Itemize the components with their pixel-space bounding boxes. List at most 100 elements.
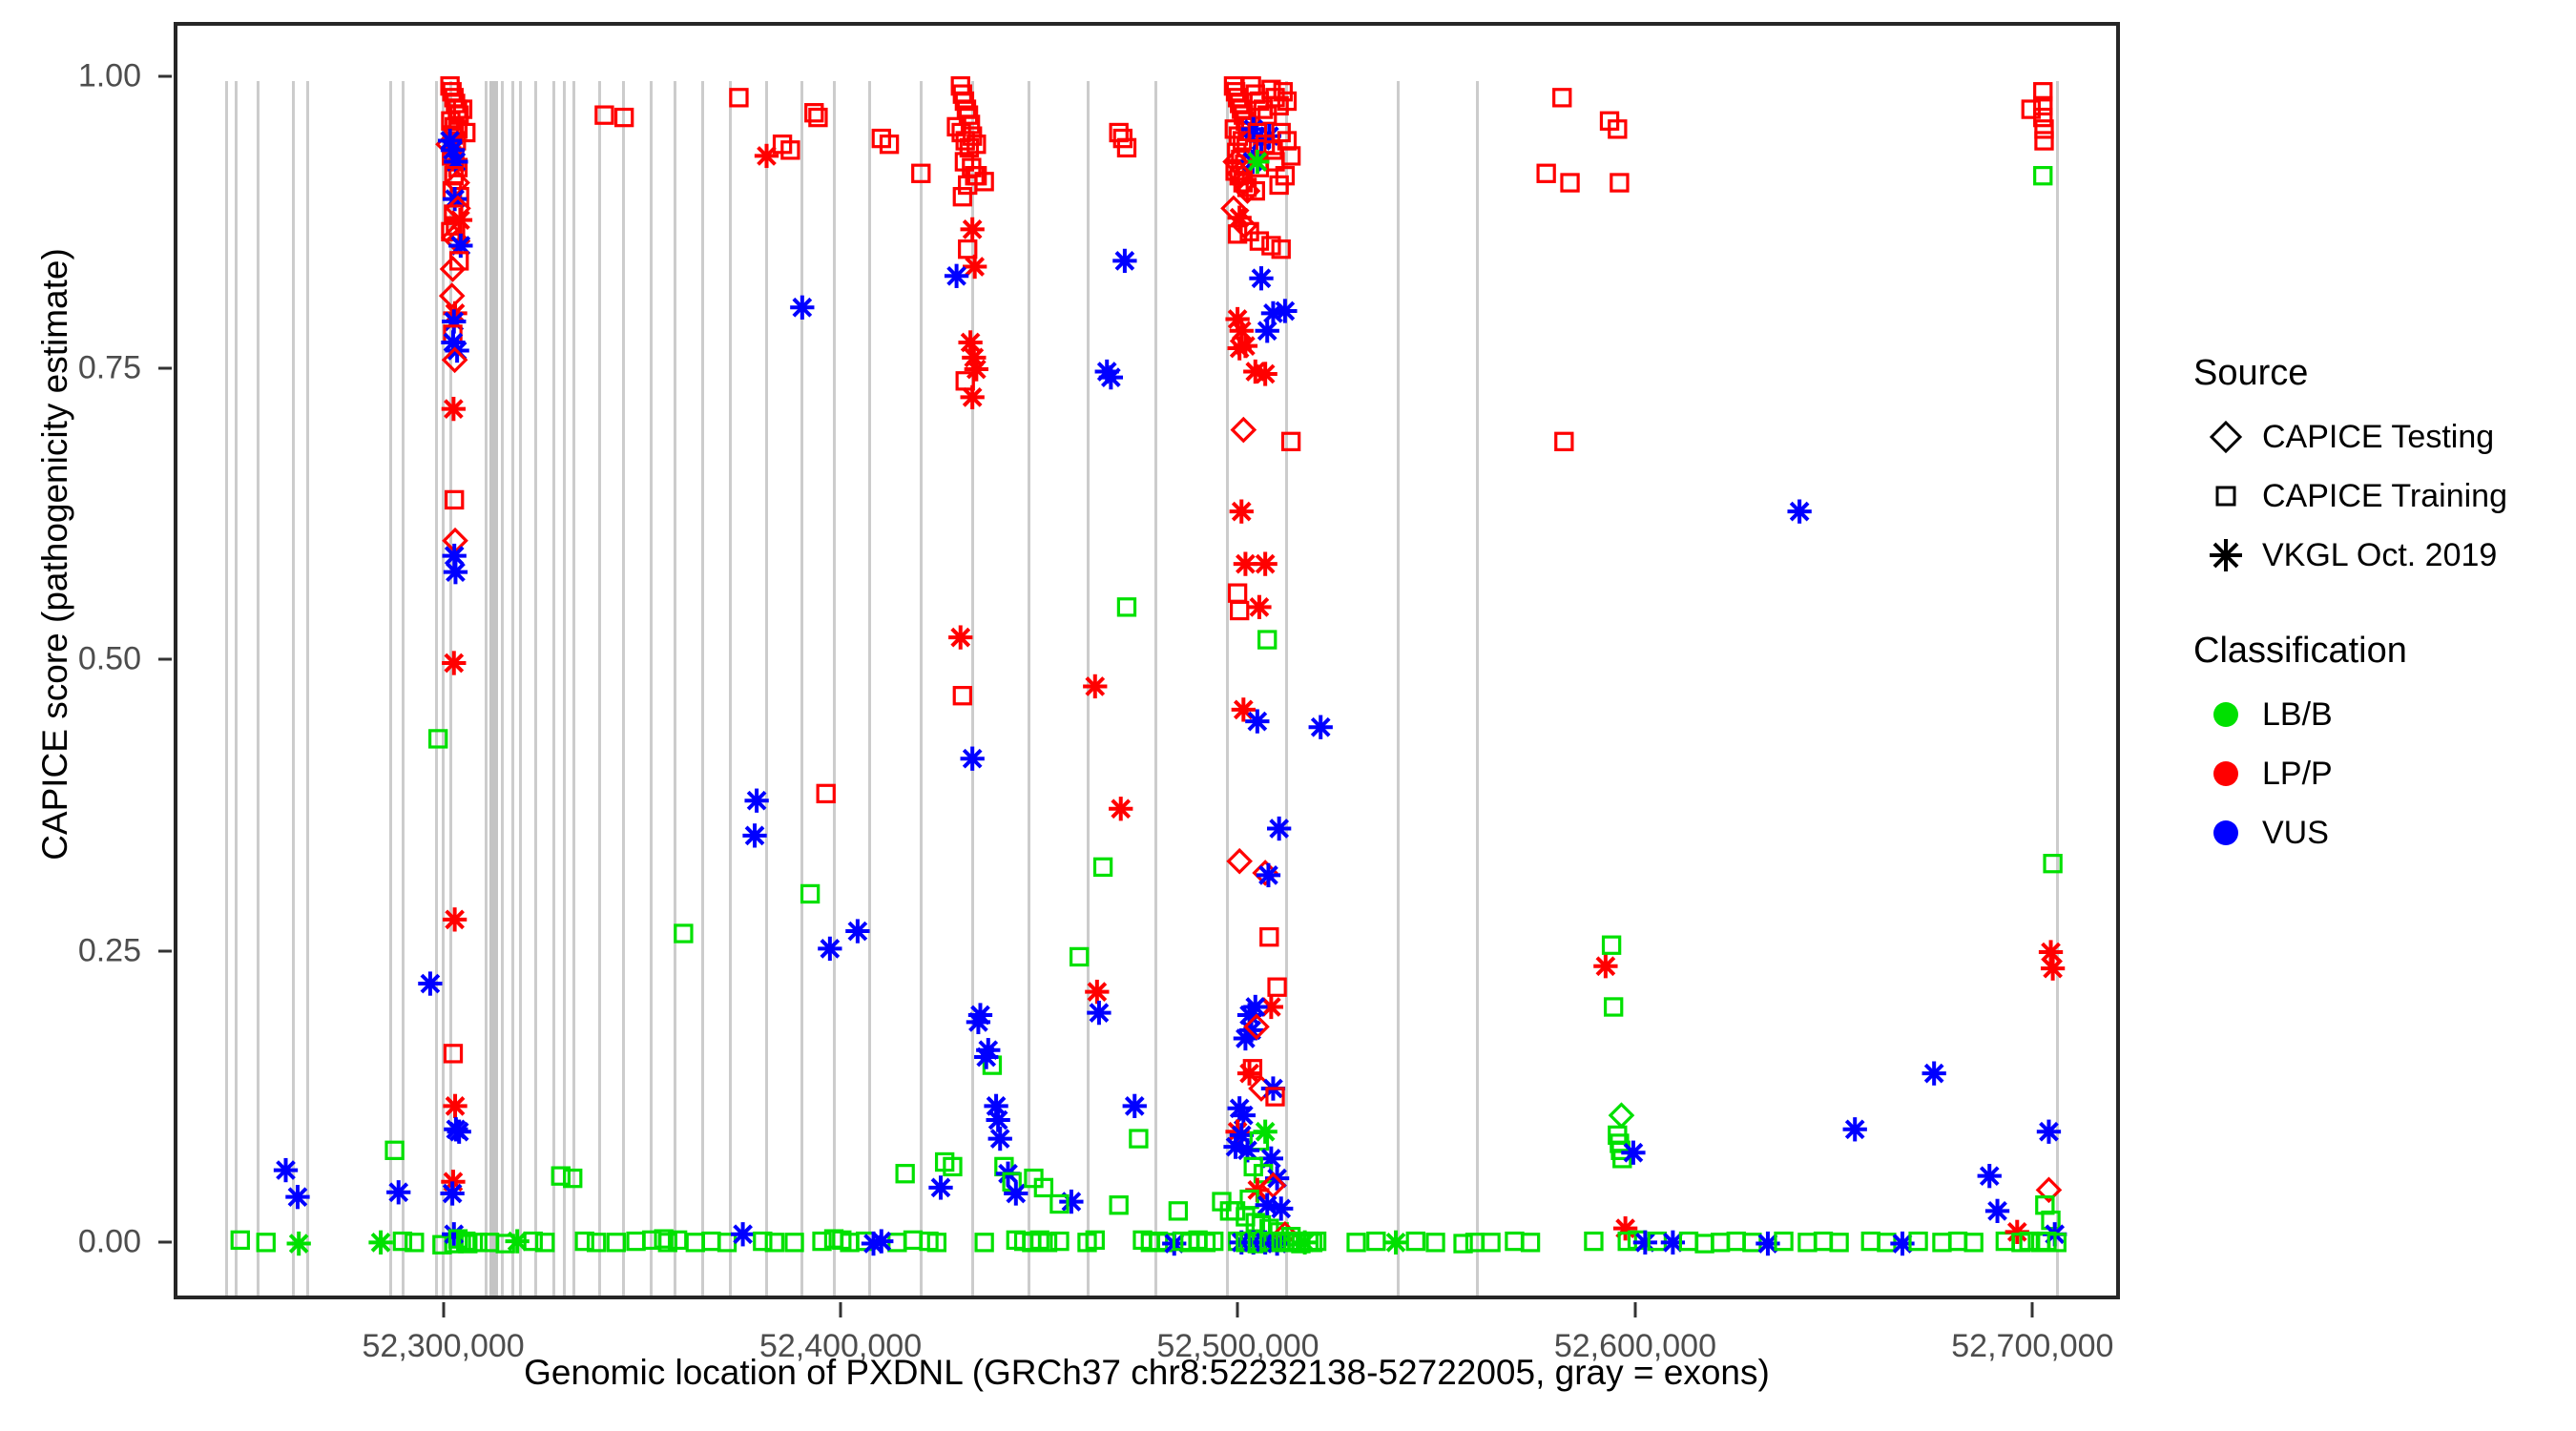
data-point bbox=[911, 163, 931, 183]
data-point bbox=[1233, 333, 1258, 359]
data-point bbox=[1087, 1000, 1111, 1026]
data-point bbox=[2040, 956, 2066, 981]
data-point bbox=[1787, 499, 1812, 524]
data-point bbox=[845, 919, 870, 944]
diamond-icon bbox=[2190, 416, 2262, 458]
exon-line bbox=[256, 81, 260, 1296]
data-point bbox=[952, 187, 972, 207]
data-point bbox=[1227, 224, 1248, 244]
exon-line bbox=[868, 81, 872, 1296]
data-point bbox=[1271, 239, 1291, 259]
data-point bbox=[1584, 1231, 1604, 1252]
data-point bbox=[818, 936, 842, 962]
exon-line bbox=[500, 81, 504, 1296]
data-point bbox=[438, 282, 466, 309]
legend-item-source-1[interactable]: CAPICE Training bbox=[2190, 467, 2571, 526]
data-point bbox=[1860, 1231, 1880, 1252]
data-point bbox=[1256, 862, 1281, 888]
data-point bbox=[790, 295, 815, 320]
data-point bbox=[984, 1093, 1008, 1119]
data-point bbox=[1977, 1164, 2002, 1189]
exon-line bbox=[622, 81, 625, 1296]
data-point bbox=[2035, 1176, 2063, 1204]
data-point bbox=[717, 1233, 737, 1253]
data-point bbox=[1505, 1231, 1525, 1252]
x-tick-mark bbox=[2030, 1302, 2034, 1317]
y-tick-mark bbox=[158, 949, 172, 952]
data-point bbox=[1346, 1233, 1366, 1253]
data-point bbox=[440, 1181, 465, 1206]
data-point bbox=[1253, 362, 1278, 386]
x-tick-mark bbox=[442, 1302, 446, 1317]
data-point bbox=[960, 746, 985, 771]
data-point bbox=[2036, 1119, 2062, 1144]
data-point bbox=[1612, 1149, 1632, 1169]
data-point bbox=[1243, 1013, 1270, 1041]
exon-line bbox=[562, 81, 566, 1296]
data-point bbox=[764, 1233, 784, 1253]
x-tick-label: 52,300,000 bbox=[362, 1328, 525, 1364]
data-point bbox=[952, 686, 972, 706]
data-point bbox=[2034, 119, 2054, 139]
legend-classification-rows: LB/B LP/P VUS bbox=[2190, 685, 2571, 862]
legend-item-classification-2[interactable]: VUS bbox=[2190, 803, 2571, 862]
data-point bbox=[1560, 173, 1580, 193]
data-point bbox=[1520, 1233, 1541, 1253]
data-point bbox=[443, 1093, 467, 1119]
asterisk-icon bbox=[2190, 534, 2262, 576]
data-point bbox=[2034, 131, 2054, 151]
data-point bbox=[452, 99, 473, 119]
data-point bbox=[1603, 997, 1624, 1017]
legend-label: LP/P bbox=[2262, 755, 2333, 792]
data-point bbox=[1233, 1026, 1258, 1051]
data-point bbox=[1116, 137, 1137, 158]
data-point bbox=[657, 1233, 677, 1253]
data-point bbox=[1632, 1230, 1658, 1255]
data-point bbox=[2033, 95, 2053, 116]
data-point bbox=[1813, 1231, 1834, 1252]
legend-item-source-0[interactable]: CAPICE Testing bbox=[2190, 407, 2571, 467]
data-point bbox=[964, 357, 988, 382]
data-point bbox=[2043, 854, 2063, 874]
data-point bbox=[1247, 594, 1272, 619]
data-point bbox=[742, 823, 767, 848]
data-point bbox=[626, 1231, 646, 1252]
legend-title-classification: Classification bbox=[2193, 631, 2407, 671]
data-point bbox=[458, 1234, 478, 1254]
color-dot-icon bbox=[2190, 702, 2262, 727]
data-point bbox=[1947, 1231, 1968, 1252]
data-point bbox=[654, 1229, 674, 1249]
exon-line bbox=[305, 81, 309, 1296]
data-point bbox=[1109, 797, 1133, 821]
data-point bbox=[443, 560, 468, 585]
data-point bbox=[441, 396, 467, 422]
legend-label: LB/B bbox=[2262, 695, 2333, 733]
data-point bbox=[456, 1231, 476, 1252]
legend-item-source-2[interactable]: VKGL Oct. 2019 bbox=[2190, 526, 2571, 585]
x-tick-label: 52,700,000 bbox=[1951, 1328, 2114, 1364]
data-point bbox=[958, 330, 983, 355]
exon-line bbox=[234, 81, 238, 1296]
exon-line bbox=[511, 81, 515, 1296]
x-tick-label: 52,400,000 bbox=[758, 1328, 923, 1364]
data-point bbox=[1245, 709, 1270, 734]
data-point bbox=[816, 783, 836, 804]
data-point bbox=[273, 1157, 299, 1183]
legend-item-classification-1[interactable]: LP/P bbox=[2190, 744, 2571, 803]
data-point bbox=[1257, 630, 1278, 650]
x-tick-mark bbox=[1633, 1302, 1637, 1317]
y-tick-mark bbox=[158, 366, 172, 369]
data-point bbox=[2037, 1231, 2057, 1252]
data-point bbox=[2005, 1219, 2029, 1244]
data-point bbox=[1049, 1193, 1070, 1214]
exon-line bbox=[552, 81, 556, 1296]
legend-title-source: Source bbox=[2193, 353, 2309, 393]
data-point bbox=[966, 135, 987, 155]
data-point bbox=[966, 1009, 991, 1035]
data-point bbox=[1261, 236, 1281, 256]
data-point bbox=[418, 971, 443, 996]
legend-item-classification-0[interactable]: LB/B bbox=[2190, 685, 2571, 744]
exon-line bbox=[920, 81, 924, 1296]
exon-line bbox=[435, 81, 439, 1296]
exon-line bbox=[485, 81, 488, 1296]
